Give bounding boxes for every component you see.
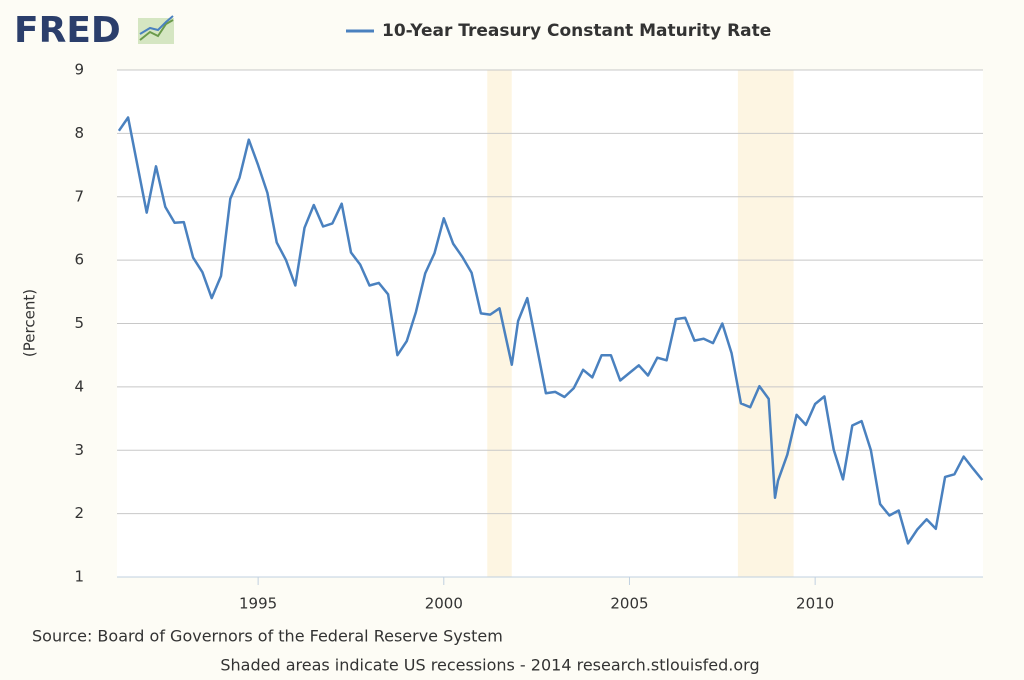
x-tick-label: 2005 (610, 595, 648, 613)
footnote: Shaded areas indicate US recessions - 20… (220, 656, 759, 675)
source: Source: Board of Governors of the Federa… (32, 627, 503, 646)
y-tick-label: 3 (74, 441, 84, 459)
legend-label: 10-Year Treasury Constant Maturity Rate (382, 21, 771, 41)
x-tick-label: 2000 (425, 595, 463, 613)
y-tick-label: 8 (74, 124, 84, 142)
x-tick-label: 1995 (239, 595, 277, 613)
data-line (117, 116, 984, 545)
y-tick-label: 6 (74, 251, 84, 269)
y-tick-label: 9 (74, 61, 84, 79)
y-tick-label: 4 (74, 377, 84, 395)
logo: FRED (14, 10, 121, 51)
logo-icon (138, 15, 174, 44)
y-tick-label: 5 (74, 314, 84, 332)
y-tick-label: 1 (74, 568, 84, 586)
x-tick-label: 2010 (796, 595, 834, 613)
y-tick-label: 7 (74, 187, 84, 205)
y-axis-label: (Percent) (21, 289, 39, 357)
y-tick-label: 2 (74, 504, 84, 522)
